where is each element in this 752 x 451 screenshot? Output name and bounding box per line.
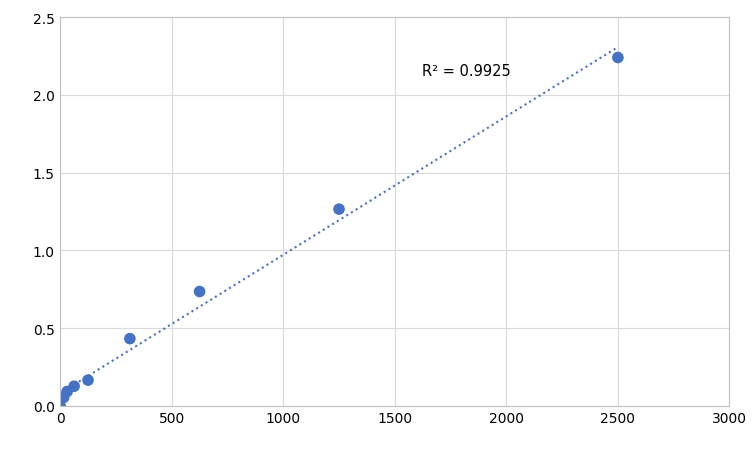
Point: [61, 388, 73, 395]
Point: [333, 206, 345, 213]
Point: [58, 394, 70, 401]
Text: R² = 0.9925: R² = 0.9925: [422, 64, 511, 78]
Point: [612, 55, 624, 62]
Point: [193, 288, 205, 295]
Point: [82, 377, 94, 384]
Point: [54, 402, 66, 410]
Point: [68, 383, 80, 390]
Point: [124, 335, 136, 342]
